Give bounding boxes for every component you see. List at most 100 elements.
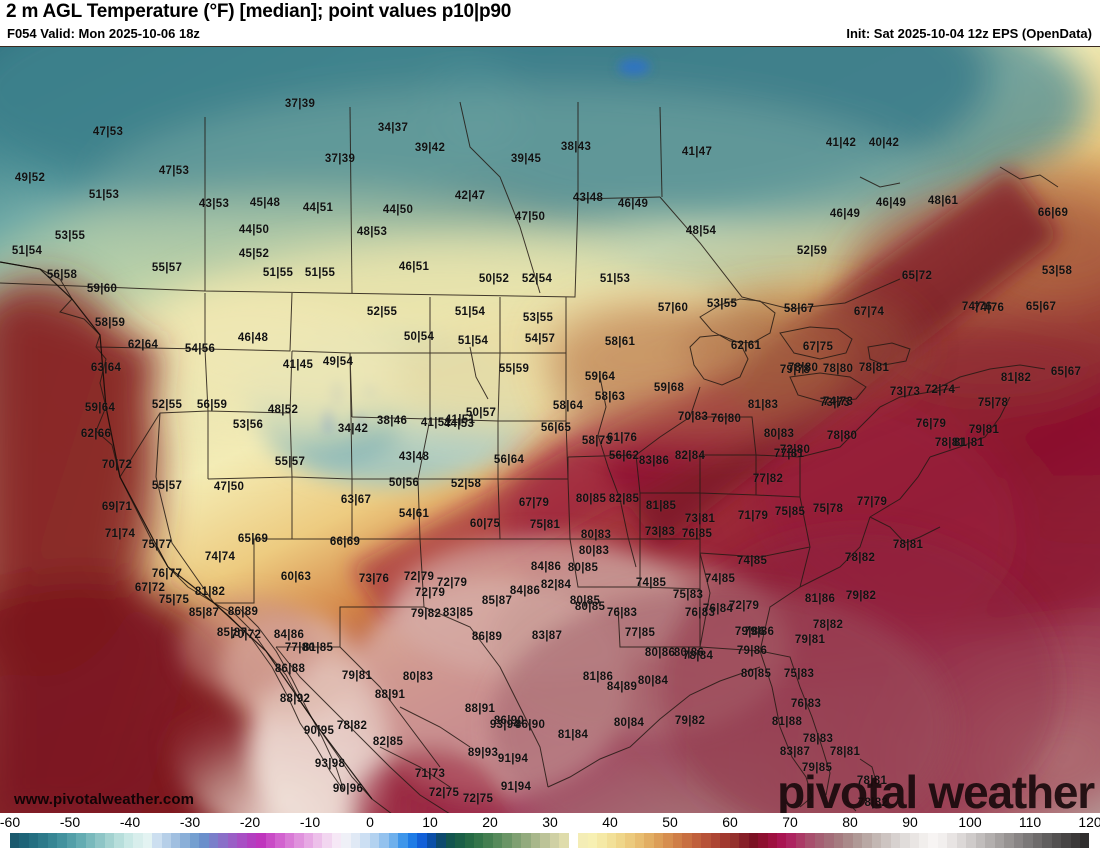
point-value: 47|53	[158, 165, 190, 177]
point-value: 53|56	[232, 419, 264, 431]
point-value: 81|86	[804, 593, 836, 605]
colorbar-swatch	[871, 833, 882, 848]
point-value: 41|51	[420, 417, 452, 429]
point-value: 80|84	[613, 717, 645, 729]
point-value: 41|42	[825, 137, 857, 149]
point-value: 93|98	[314, 758, 346, 770]
point-value: 78|81	[892, 539, 924, 551]
colorbar[interactable]: -60 -50 -40 -30 -20 -10 0 10 20 30 40 50 60 70 80 90 100…	[0, 813, 1100, 850]
point-value: 79|81	[968, 424, 1000, 436]
colorbar-swatch	[28, 833, 39, 848]
point-value: 86|88	[274, 663, 306, 675]
colorbar-swatch	[322, 833, 332, 848]
point-value: 83|86	[638, 455, 670, 467]
point-value: 84|86	[530, 561, 562, 573]
point-value: 56|58	[46, 269, 78, 281]
point-value: 67|72	[134, 582, 166, 594]
point-value: 39|45	[510, 153, 542, 165]
colorbar-tick-label: 10	[422, 814, 438, 830]
point-value: 55|57	[274, 456, 306, 468]
colorbar-swatch	[227, 833, 238, 848]
colorbar-swatch	[862, 833, 872, 848]
point-value: 78|80	[787, 362, 819, 374]
colorbar-swatch	[426, 833, 437, 848]
point-value: 79|86	[736, 645, 768, 657]
colorbar-swatch	[38, 833, 48, 848]
point-value: 48|53	[356, 226, 388, 238]
point-value: 76|84	[702, 603, 734, 615]
point-value: 80|83	[402, 671, 434, 683]
colorbar-swatch	[455, 833, 465, 848]
colorbar-swatch	[123, 833, 134, 848]
point-value: 82|85	[608, 493, 640, 505]
colorbar-swatch	[956, 833, 967, 848]
point-value: 81|82	[194, 586, 226, 598]
point-value: 86|89	[227, 606, 259, 618]
point-value: 81|81	[953, 437, 985, 449]
point-value: 82|85	[372, 736, 404, 748]
point-value: 43|48	[398, 451, 430, 463]
point-value: 80|83	[580, 529, 612, 541]
colorbar-swatch	[587, 833, 598, 848]
point-value: 80|85	[567, 562, 599, 574]
point-value: 80|83	[578, 545, 610, 557]
point-value: 79|82	[674, 715, 706, 727]
colorbar-swatch	[436, 833, 446, 848]
point-value: 48|54	[685, 225, 717, 237]
point-value: 55|57	[151, 480, 183, 492]
point-value: 83|85	[442, 607, 474, 619]
colorbar-tick-label: 50	[662, 814, 678, 830]
point-value: 56|62	[608, 450, 640, 462]
colorbar-swatch	[947, 833, 957, 848]
colorbar-strip[interactable]	[10, 833, 1090, 848]
point-value: 75|78	[977, 397, 1009, 409]
colorbar-tick-label: 110	[1018, 814, 1042, 830]
colorbar-tick-label: 30	[542, 814, 558, 830]
point-value: 74|85	[704, 573, 736, 585]
point-value: 54|56	[184, 343, 216, 355]
point-value: 74|76	[973, 302, 1005, 314]
point-value: 53|55	[54, 230, 86, 242]
point-value: 38|43	[560, 141, 592, 153]
colorbar-swatch	[634, 833, 645, 848]
colorbar-swatch	[294, 833, 304, 848]
point-value: 37|39	[324, 153, 356, 165]
point-value: 44|53	[443, 418, 475, 430]
colorbar-swatch	[701, 833, 711, 848]
colorbar-swatch	[682, 833, 692, 848]
point-value: 66|69	[329, 536, 361, 548]
colorbar-swatch	[369, 833, 380, 848]
colorbar-tick-label: 90	[902, 814, 918, 830]
colorbar-swatch	[672, 833, 683, 848]
point-value: 63|67	[340, 494, 372, 506]
point-value: 67|75	[802, 341, 834, 353]
colorbar-swatch	[597, 833, 607, 848]
point-value: 58|73	[581, 435, 613, 447]
point-value: 73|73	[889, 386, 921, 398]
colorbar-swatch	[710, 833, 721, 848]
point-value: 59|64	[584, 371, 616, 383]
colorbar-swatch	[76, 833, 86, 848]
point-value: 72|79	[414, 587, 446, 599]
point-value: 80|86	[673, 647, 705, 659]
point-value: 34|42	[337, 423, 369, 435]
point-value: 72|74	[924, 384, 956, 396]
point-value: 46|49	[875, 197, 907, 209]
point-value: 79|81	[341, 670, 373, 682]
temperature-raster	[0, 47, 1100, 813]
colorbar-swatch	[833, 833, 844, 848]
point-value: 76|83	[684, 607, 716, 619]
map-canvas[interactable]: 47|53 49|52 51|53 47|53 43|53 45|48 44|51 44|50…	[0, 46, 1100, 813]
colorbar-swatch	[890, 833, 901, 848]
point-value: 43|53	[198, 198, 230, 210]
colorbar-swatch	[739, 833, 749, 848]
point-value: 49|52	[14, 172, 46, 184]
colorbar-swatch	[1004, 833, 1014, 848]
point-value: 62|64	[127, 339, 159, 351]
point-value: 65|72	[901, 270, 933, 282]
point-value: 82|84	[674, 450, 706, 462]
point-value: 51|55	[262, 267, 294, 279]
colorbar-swatch	[407, 833, 418, 848]
colorbar-swatch	[331, 833, 342, 848]
